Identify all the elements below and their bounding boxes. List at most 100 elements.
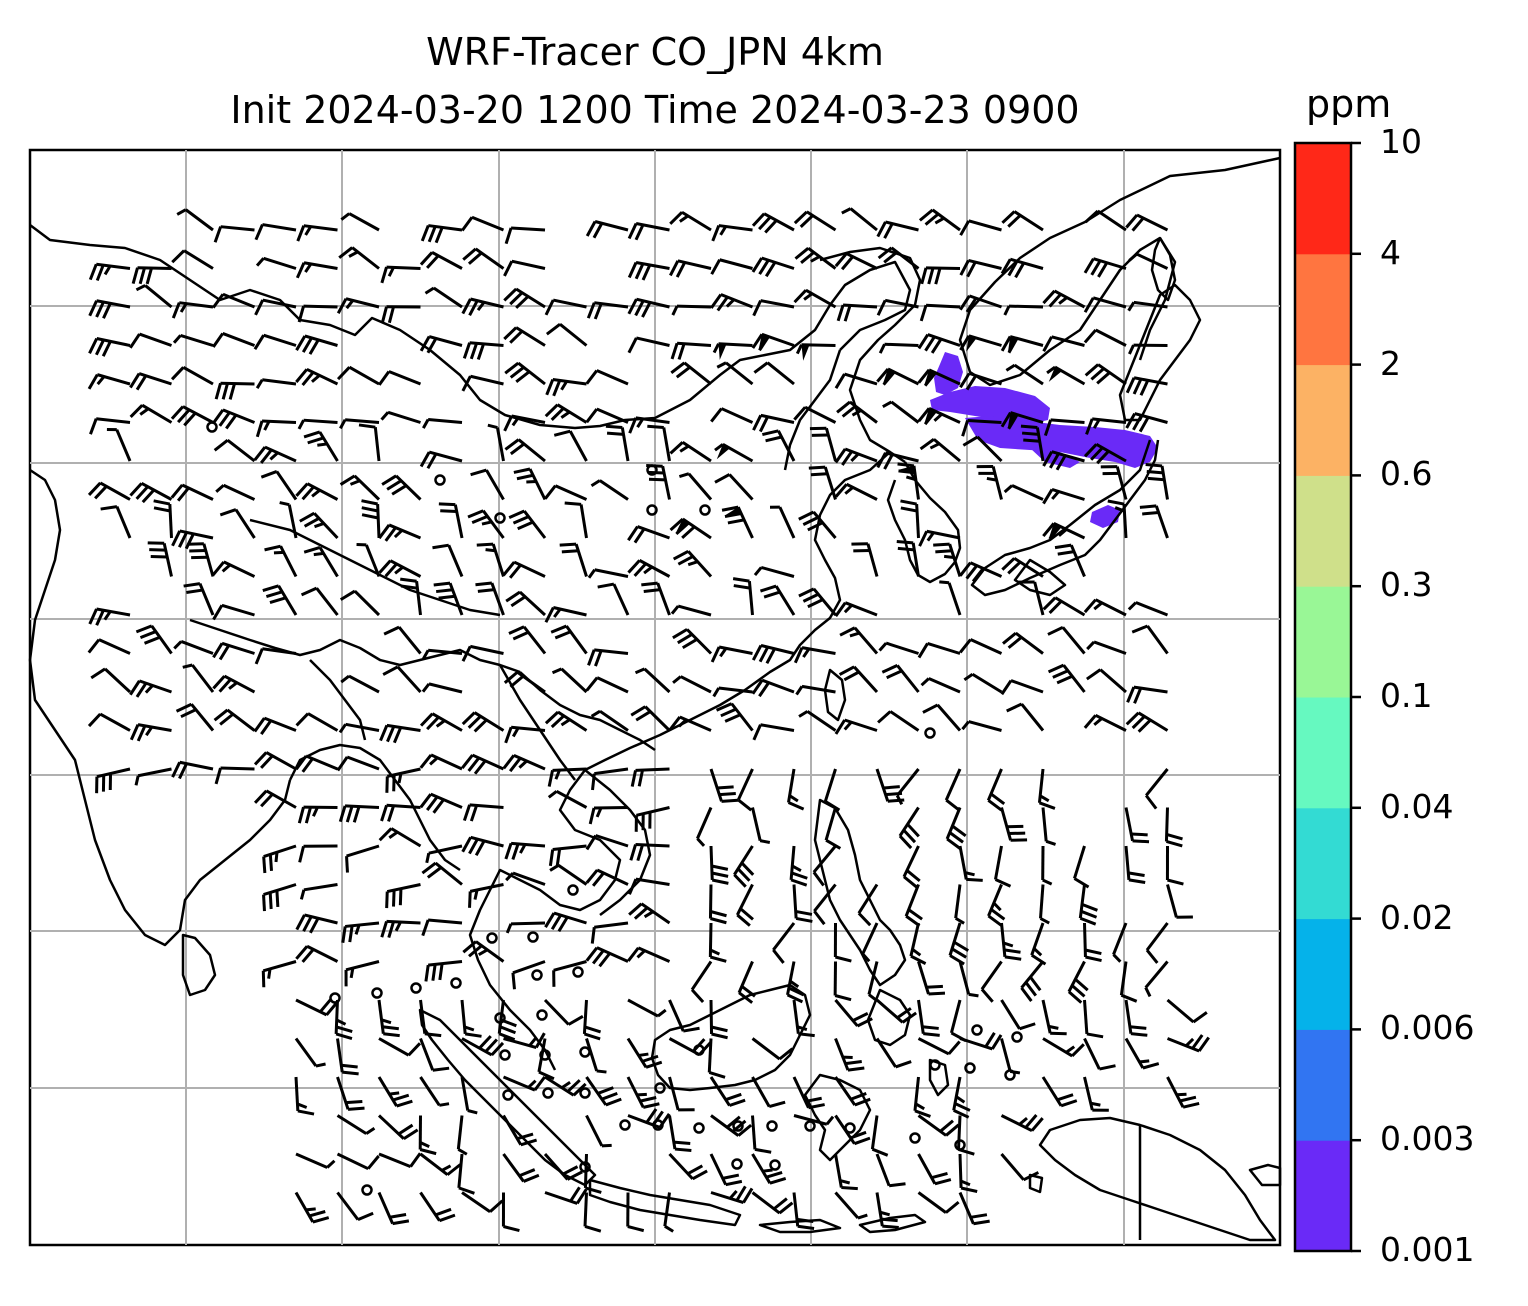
wind-barb: [421, 682, 463, 694]
wind-barb: [1042, 488, 1085, 505]
wind-barb: [957, 1115, 975, 1156]
wind-barb: [377, 1114, 419, 1141]
wind-barb: [212, 292, 256, 309]
wind-barb: [547, 767, 587, 787]
wind-barb: [544, 710, 588, 732]
wind-barb: [187, 542, 215, 577]
wind-barb: [502, 1114, 538, 1147]
wind-barb: [900, 499, 920, 539]
wind-barb: [339, 418, 380, 430]
wind-barb: [303, 430, 339, 462]
wind-barb: [135, 284, 173, 309]
wind-barb: [253, 751, 297, 771]
wind-barb: [503, 287, 546, 309]
wind-barb: [1042, 596, 1086, 617]
wind-barb: [1083, 328, 1127, 347]
wind-barb: [678, 472, 713, 501]
wind-calm-marker: [502, 1089, 514, 1101]
wind-barb: [339, 474, 381, 501]
wind-barb: [836, 400, 878, 424]
wind-barb: [627, 222, 670, 241]
colorbar-segment: [1295, 586, 1351, 698]
wind-barb: [461, 753, 505, 775]
wind-barb: [1083, 598, 1127, 617]
wind-barb: [564, 501, 588, 539]
wind-barb: [424, 960, 463, 982]
wind-barb: [175, 702, 215, 732]
coastline-segment: [1013, 558, 1067, 597]
wind-barb: [303, 545, 339, 578]
wind-barb: [1020, 424, 1045, 462]
wind-barb: [505, 590, 547, 617]
wind-barb: [559, 542, 588, 577]
wind-barb: [1000, 807, 1028, 842]
wind-barb: [171, 760, 214, 780]
wind-barb: [1042, 522, 1086, 541]
wind-barb: [129, 372, 172, 391]
wind-barb: [710, 258, 753, 275]
wind-barb: [548, 844, 587, 867]
wind-barb: [715, 702, 754, 732]
wind-barb: [672, 675, 712, 694]
wind-barb: [475, 581, 505, 616]
wind-barb: [958, 1153, 978, 1193]
wind-barb: [1067, 960, 1089, 1004]
wind-barb: [213, 438, 256, 463]
wind-barb: [952, 1076, 971, 1119]
wind-barb: [1125, 213, 1169, 232]
wind-barb: [129, 403, 173, 424]
wind-barb: [959, 638, 1003, 655]
wind-barb: [380, 803, 421, 822]
wind-barb: [147, 541, 173, 577]
wind-barb: [646, 463, 671, 500]
wind-barb: [895, 768, 920, 805]
coastline-segment: [803, 1073, 872, 1162]
wind-barb: [1119, 961, 1138, 1003]
wind-barb: [867, 961, 879, 1002]
wind-barb: [467, 509, 505, 539]
wind-barb: [735, 883, 754, 927]
colorbar-segment: [1295, 364, 1351, 476]
wind-barb: [501, 1192, 520, 1232]
wind-barb: [470, 468, 505, 501]
wind-barb: [419, 335, 463, 354]
colorbar-tick-label: 0.04: [1380, 786, 1454, 826]
wind-barb: [1125, 376, 1168, 396]
wind-barb: [870, 1115, 889, 1157]
wind-barb: [878, 342, 919, 354]
wind-barb: [627, 559, 671, 578]
wind-barb: [340, 674, 380, 694]
wind-barb: [876, 220, 919, 239]
wind-barb: [721, 505, 754, 539]
map-title-line1: WRF-Tracer CO_JPN 4km: [426, 30, 884, 74]
wind-barb: [1128, 252, 1169, 270]
wind-barb: [419, 450, 463, 470]
wind-barb: [787, 768, 805, 811]
wind-barb: [583, 1192, 602, 1233]
coastline-segment: [28, 468, 292, 947]
wind-barb: [962, 435, 1003, 463]
wind-barb: [1124, 999, 1148, 1037]
wind-barb: [959, 1032, 1003, 1051]
wind-calm-marker: [766, 1120, 778, 1132]
wind-barb: [877, 710, 920, 732]
wind-barb: [672, 628, 713, 655]
wind-barb: [135, 624, 173, 655]
coastline-segment: [886, 461, 962, 584]
wind-barb: [959, 294, 1002, 313]
wind-barb: [419, 1191, 456, 1223]
wind-barb: [917, 333, 961, 354]
wind-barb: [808, 465, 837, 500]
wind-barb: [877, 246, 920, 270]
wind-barb: [710, 645, 753, 663]
wind-barb: [792, 999, 815, 1038]
wind-barb: [336, 1191, 374, 1222]
wind-barb: [336, 365, 380, 386]
coastlines: [28, 156, 1282, 1242]
wind-barb: [751, 1115, 772, 1154]
wind-barb: [253, 333, 297, 350]
wind-barb: [338, 722, 380, 734]
wind-barb: [834, 447, 878, 466]
wind-barb: [129, 679, 172, 698]
